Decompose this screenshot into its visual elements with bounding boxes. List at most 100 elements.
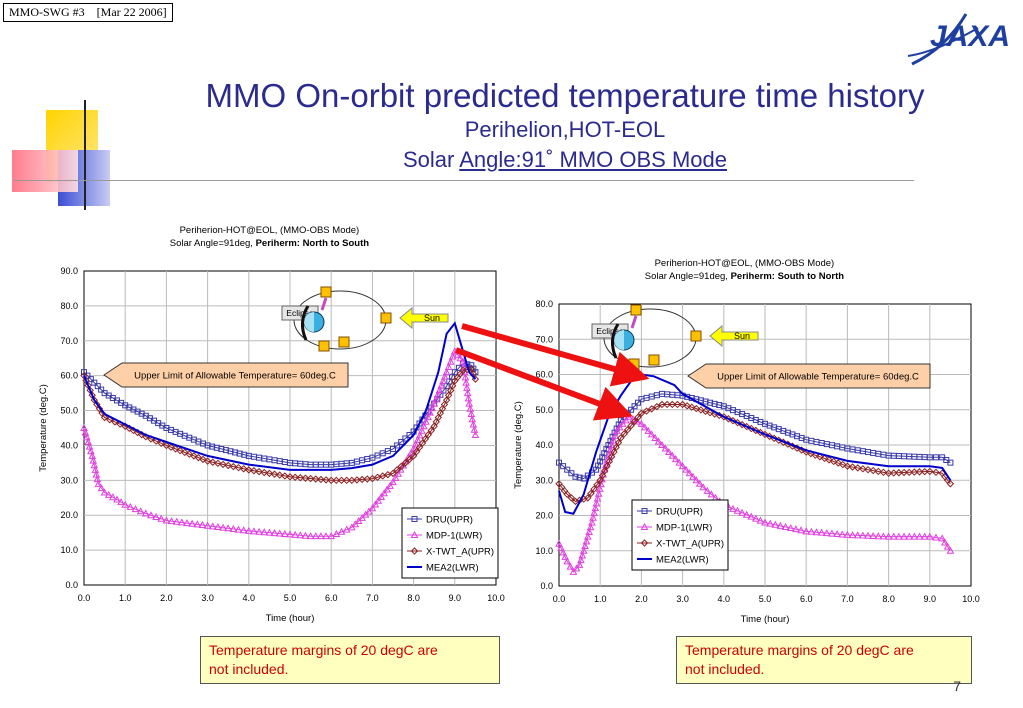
data-point	[275, 529, 284, 537]
data-point	[864, 531, 872, 539]
data-point	[286, 530, 294, 538]
data-point	[141, 509, 150, 517]
data-point	[895, 469, 903, 477]
data-point	[85, 442, 94, 450]
data-point	[675, 458, 684, 466]
data-point	[699, 483, 708, 491]
data-point	[623, 426, 632, 434]
data-point	[397, 462, 405, 471]
data-point	[467, 409, 476, 418]
x-tick-label: 9.0	[449, 593, 462, 603]
legend-entry: X-TWT_A(UPR)	[656, 539, 724, 550]
data-point	[386, 481, 394, 489]
data-point	[444, 391, 453, 399]
data-point	[301, 474, 310, 482]
data-point	[394, 469, 402, 477]
data-point	[358, 475, 366, 484]
data-point	[270, 470, 279, 478]
callout-text: Upper Limit of Allowable Temperature= 60…	[134, 371, 336, 382]
x-tick-label: 2.0	[160, 593, 173, 603]
data-point	[383, 485, 391, 493]
data-point	[368, 504, 377, 512]
data-point	[766, 519, 774, 527]
data-point	[598, 471, 607, 480]
y-tick-label: 60.0	[535, 370, 553, 380]
data-point	[879, 468, 888, 477]
data-point	[607, 453, 616, 461]
data-point	[920, 532, 929, 540]
data-point	[608, 441, 616, 449]
x-tick-label: 10.0	[487, 593, 505, 603]
data-point	[167, 443, 175, 451]
x-tick-label: 1.0	[594, 594, 607, 604]
data-point	[348, 476, 356, 485]
data-point	[250, 527, 258, 535]
data-point	[905, 532, 914, 540]
data-point	[87, 447, 95, 455]
legend-entry: MEA2(LWR)	[426, 563, 479, 574]
data-point	[593, 480, 601, 489]
right-temperature-chart: Periherion-HOT@EOL, (MMO-OBS Mode) Solar …	[513, 258, 980, 625]
data-point	[829, 457, 838, 466]
data-point	[925, 532, 934, 540]
y-tick-label: 20.0	[535, 511, 553, 521]
data-point	[420, 422, 428, 430]
data-point	[682, 465, 690, 473]
y-tick-label: 0.0	[540, 581, 553, 591]
data-point	[926, 467, 934, 476]
data-point	[342, 525, 351, 533]
data-point	[296, 531, 305, 539]
data-point	[176, 446, 184, 455]
data-point	[377, 492, 386, 501]
data-point	[843, 530, 852, 538]
planet-shadow	[304, 312, 314, 332]
data-point	[577, 556, 585, 564]
data-point	[581, 542, 589, 550]
data-point	[98, 386, 105, 393]
data-point	[588, 518, 596, 526]
data-point	[471, 430, 480, 438]
data-point	[306, 474, 315, 483]
data-point	[188, 519, 196, 527]
data-point	[563, 490, 571, 499]
data-point	[895, 532, 903, 540]
subtitle-underlined: Angle:91˚ MMO OBS Mode	[459, 147, 728, 172]
legend-entry: DRU(UPR)	[426, 515, 473, 526]
data-point	[612, 426, 621, 434]
data-point	[104, 490, 113, 498]
y-tick-label: 70.0	[535, 334, 553, 344]
data-point	[398, 438, 405, 445]
y-tick-label: 60.0	[60, 371, 78, 381]
page-subtitle-1: Perihelion,HOT-EOL	[464, 117, 666, 142]
data-point	[864, 465, 872, 474]
x-tick-label: 3.0	[201, 593, 214, 603]
data-point	[658, 400, 666, 409]
data-point	[281, 529, 289, 537]
data-point	[884, 532, 893, 540]
data-point	[410, 547, 419, 555]
data-point	[926, 454, 933, 461]
data-point	[81, 428, 90, 436]
data-point	[946, 546, 955, 554]
data-point	[234, 525, 243, 533]
jaxa-logo: JAXA	[907, 13, 1010, 66]
data-point	[131, 505, 140, 513]
series-line	[83, 368, 476, 481]
data-point	[322, 532, 330, 540]
data-point	[733, 506, 742, 514]
data-point	[707, 490, 716, 498]
data-point	[889, 532, 898, 540]
data-point	[224, 461, 232, 470]
x-tick-label: 7.0	[841, 594, 854, 604]
data-point	[432, 395, 440, 403]
y-tick-label: 50.0	[60, 406, 78, 416]
data-point	[245, 466, 253, 474]
y-tick-label: 40.0	[60, 440, 78, 450]
data-point	[776, 521, 785, 529]
x-axis-label: Time (hour)	[741, 614, 790, 625]
note-line-1: Temperature margins of 20 degC are	[209, 642, 438, 658]
page-number: 7	[953, 678, 961, 694]
data-point	[353, 476, 361, 484]
chart-title-plain: Solar Angle=91deg,	[170, 238, 256, 249]
chart-title-line-1: Periherion-HOT@EOL, (MMO-OBS Mode)	[655, 258, 835, 269]
